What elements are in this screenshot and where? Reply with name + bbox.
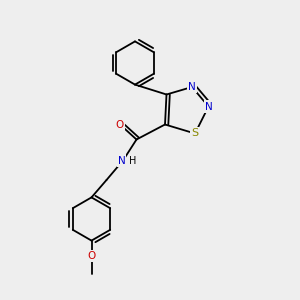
- Text: N: N: [118, 155, 125, 166]
- Text: N: N: [205, 101, 212, 112]
- Text: S: S: [191, 128, 199, 139]
- Text: H: H: [129, 155, 136, 166]
- Text: N: N: [188, 82, 196, 92]
- Text: O: O: [116, 119, 124, 130]
- Text: O: O: [87, 250, 96, 261]
